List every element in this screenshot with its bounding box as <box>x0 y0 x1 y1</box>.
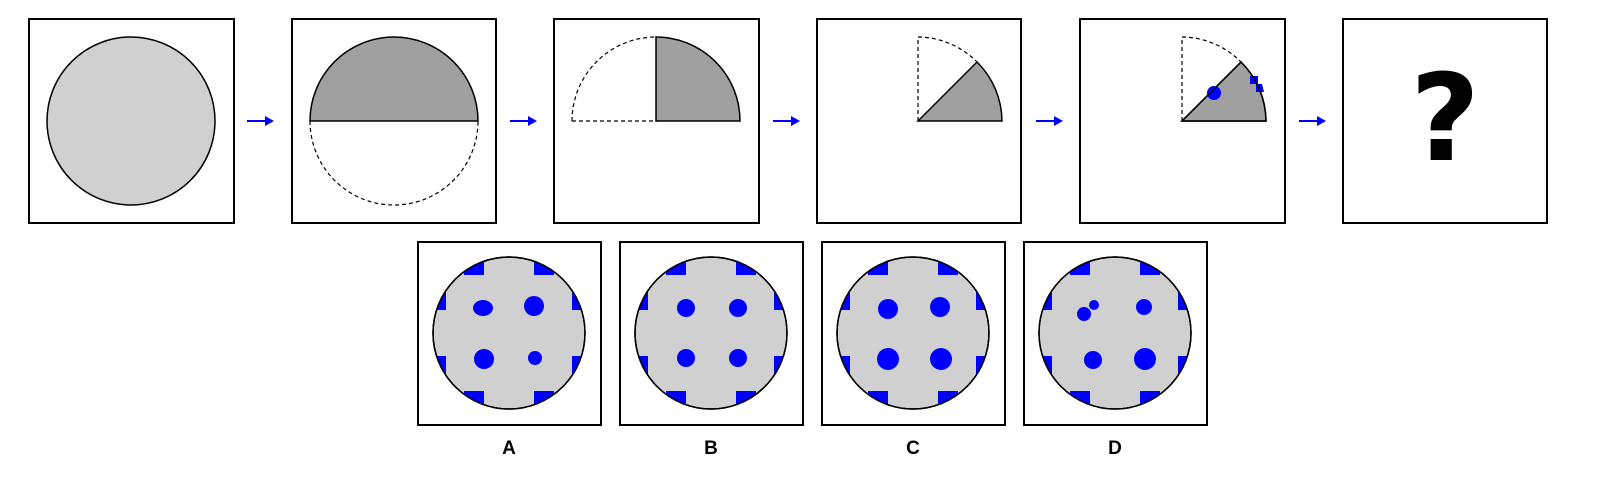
folded-eighth <box>916 60 1003 122</box>
hole <box>677 299 695 317</box>
dashed-outline <box>917 36 978 121</box>
option-c[interactable]: C <box>821 241 1006 459</box>
hole <box>930 348 952 370</box>
hole <box>473 300 493 316</box>
hole <box>729 349 747 367</box>
hole <box>877 348 899 370</box>
punched-hole <box>1207 86 1221 100</box>
question-panel: ? <box>1342 18 1548 224</box>
arrow-5 <box>1299 116 1326 126</box>
option-label: A <box>502 438 516 459</box>
dashed-outline <box>309 120 479 206</box>
folded-quarter <box>655 36 741 122</box>
folded-half <box>309 36 479 122</box>
hole <box>1136 299 1152 315</box>
hole <box>524 296 544 316</box>
hole <box>474 349 494 369</box>
hole <box>1089 300 1099 310</box>
option-label: D <box>1108 438 1122 459</box>
step-5-panel <box>1079 18 1286 224</box>
dashed-outline <box>1181 36 1242 121</box>
arrow-3 <box>773 116 800 126</box>
step-3-panel <box>553 18 760 224</box>
hole <box>930 297 950 317</box>
option-label: C <box>906 438 920 459</box>
step-4-panel <box>816 18 1022 224</box>
question-mark: ? <box>1410 50 1480 189</box>
hole <box>1134 348 1156 370</box>
arrow-1 <box>247 116 274 126</box>
option-a[interactable]: A <box>417 241 602 459</box>
hole <box>677 349 695 367</box>
hole <box>1077 307 1091 321</box>
arrow-2 <box>510 116 537 126</box>
hole <box>878 299 898 319</box>
step-2-panel <box>291 18 497 224</box>
option-d[interactable]: D <box>1023 241 1208 459</box>
option-b[interactable]: B <box>619 241 804 459</box>
step-1-panel <box>28 18 235 224</box>
paper-circle <box>46 36 216 206</box>
dashed-outline <box>571 36 657 122</box>
arrow-4 <box>1036 116 1063 126</box>
hole <box>1084 351 1102 369</box>
hole <box>528 351 542 365</box>
hole <box>729 299 747 317</box>
option-label: B <box>704 438 718 459</box>
